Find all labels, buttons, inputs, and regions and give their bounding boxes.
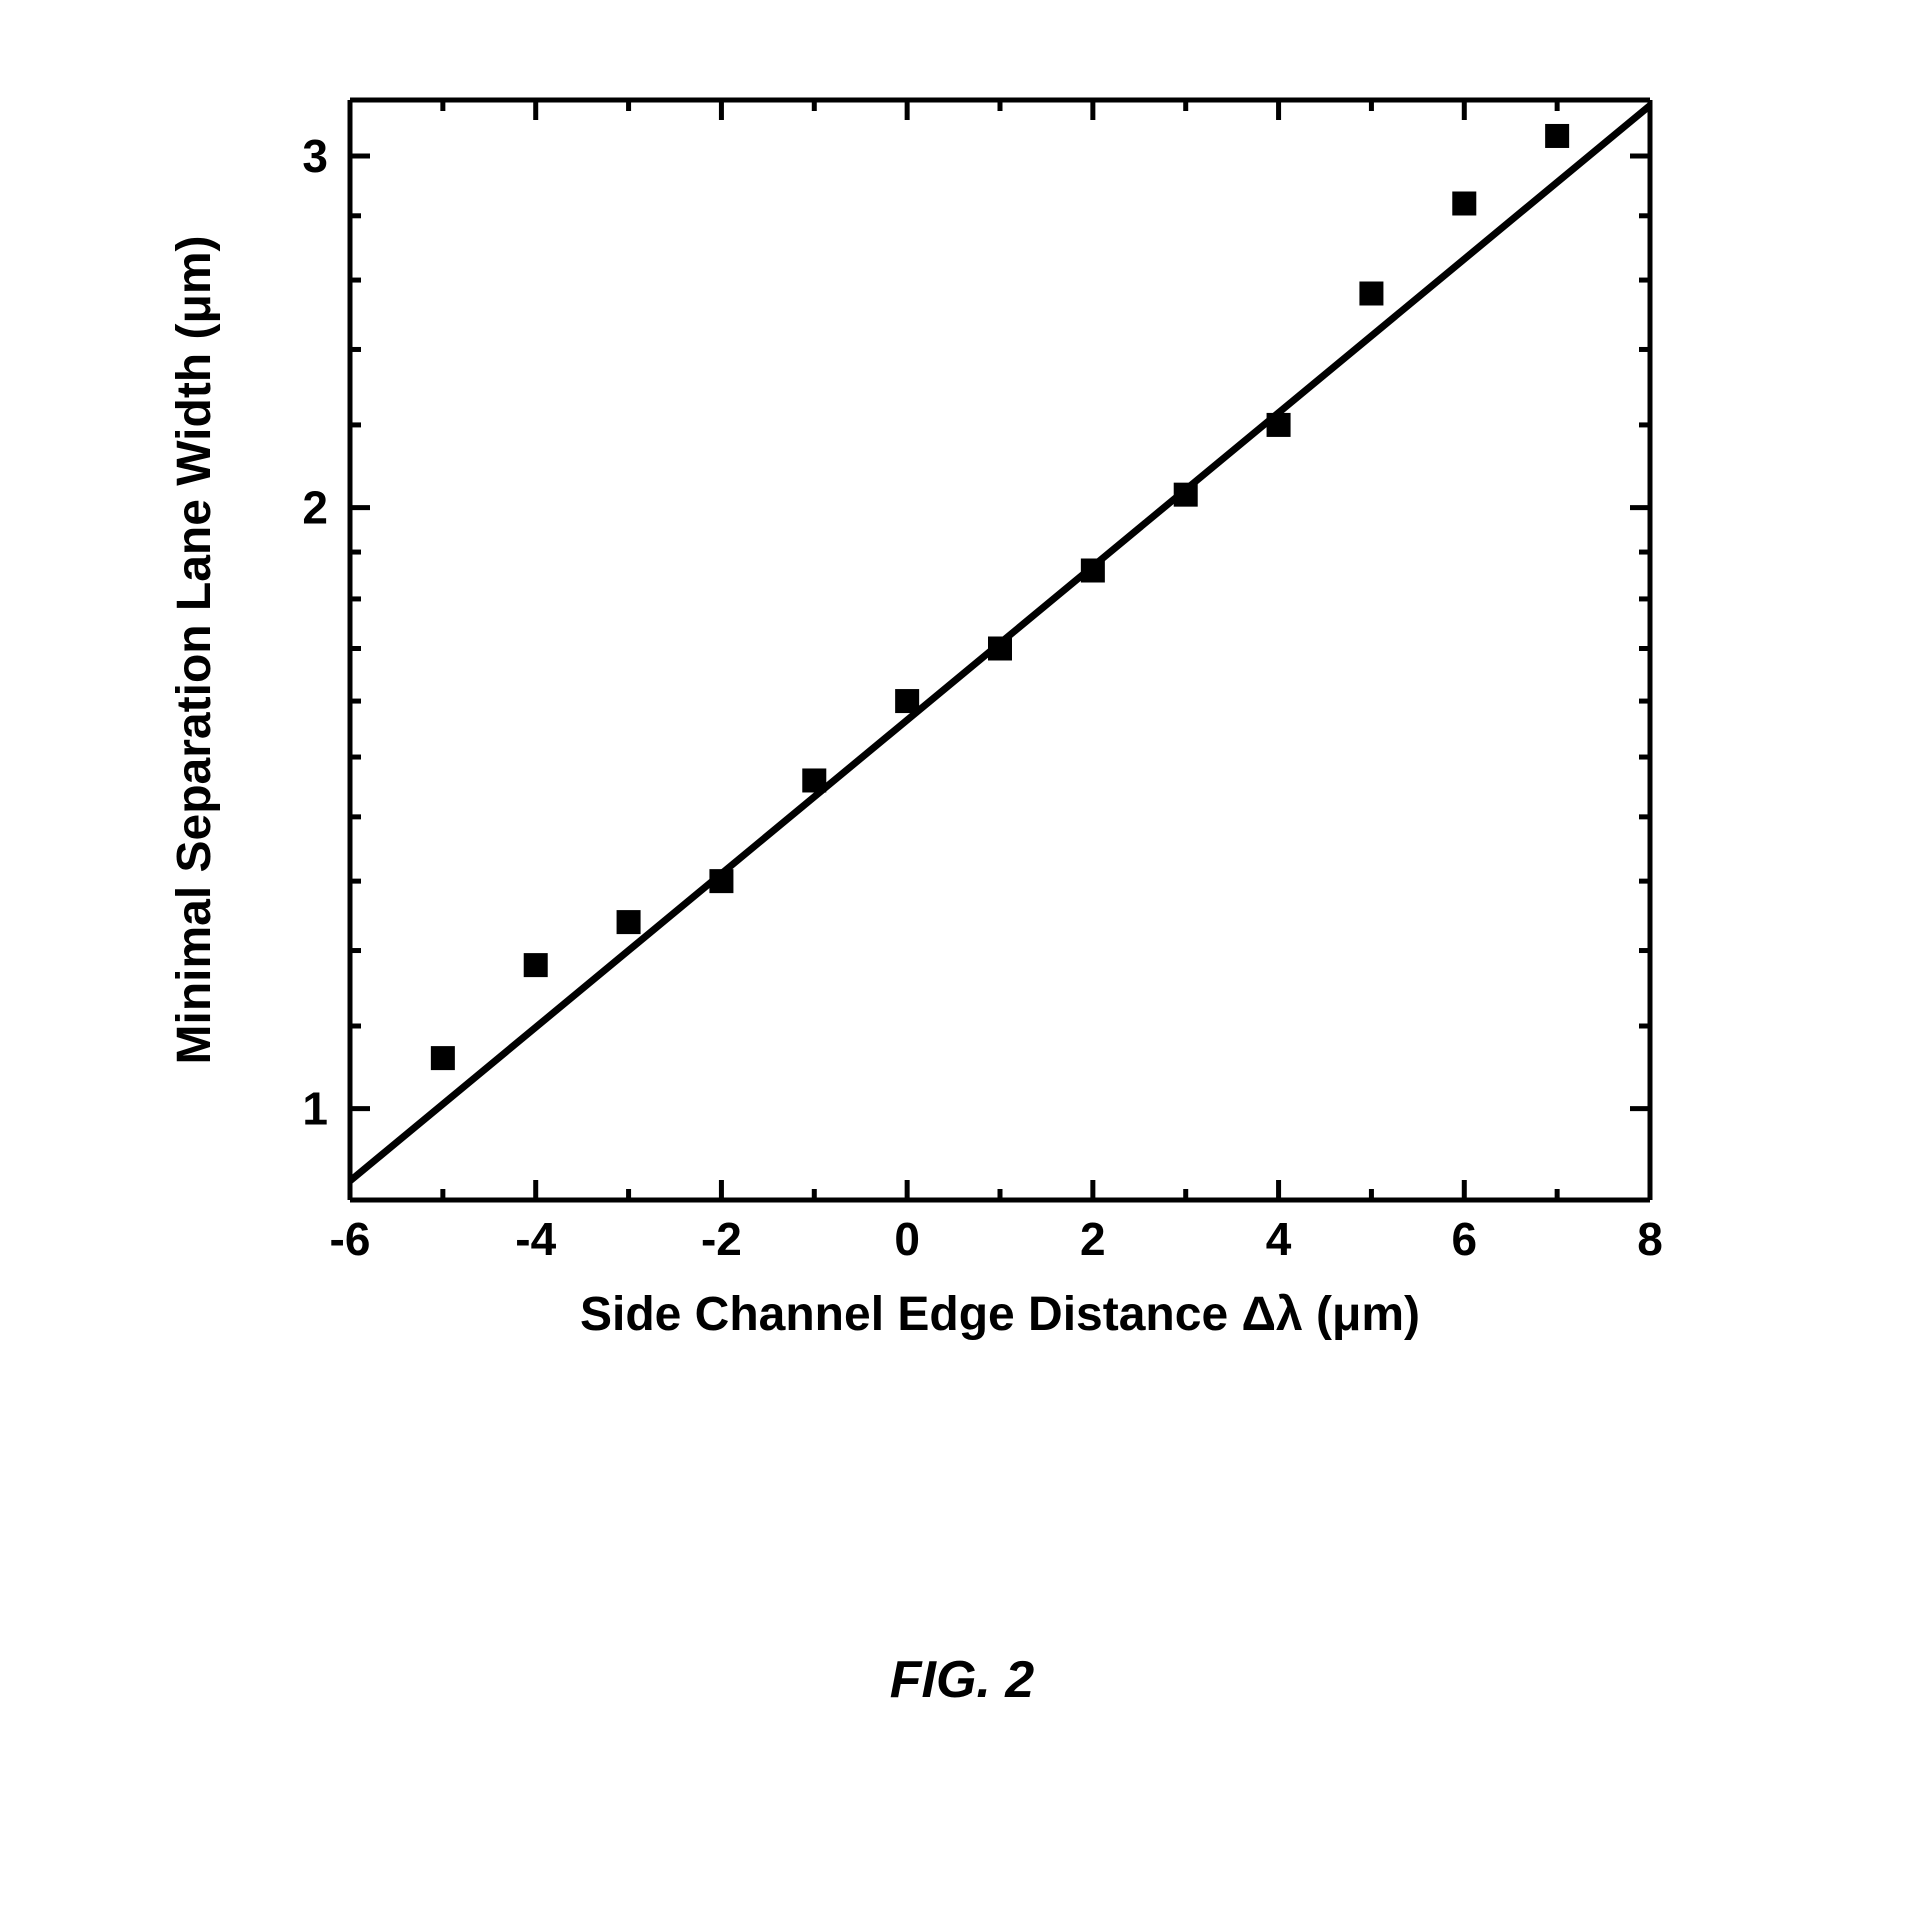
chart-container: -6 -4 -2 0 2 4 6 8 1 2 3 Side Channel Edge Distance…	[140, 80, 1680, 1385]
svg-text:0: 0	[894, 1213, 920, 1265]
data-point	[1545, 124, 1569, 148]
data-point	[524, 953, 548, 977]
svg-text:2: 2	[302, 482, 328, 534]
data-point	[709, 869, 733, 893]
data-point	[895, 689, 919, 713]
svg-text:6: 6	[1451, 1213, 1477, 1265]
y-axis-label: Minimal Separation Lane Width (μm)	[168, 236, 221, 1065]
data-point	[617, 910, 641, 934]
data-point	[1174, 483, 1198, 507]
page: -6 -4 -2 0 2 4 6 8 1 2 3 Side Channel Edge Distance…	[0, 0, 1924, 1929]
x-axis-label: Side Channel Edge Distance Δλ (μm)	[580, 1288, 1420, 1341]
svg-text:-4: -4	[515, 1213, 556, 1265]
figure-caption: FIG. 2	[0, 1650, 1924, 1710]
data-point	[802, 768, 826, 792]
data-point	[1452, 191, 1476, 215]
scatter-chart: -6 -4 -2 0 2 4 6 8 1 2 3 Side Channel Edge Distance…	[140, 80, 1680, 1380]
svg-text:8: 8	[1637, 1213, 1663, 1265]
svg-text:1: 1	[302, 1083, 328, 1135]
svg-text:-2: -2	[701, 1213, 742, 1265]
data-point	[1081, 558, 1105, 582]
svg-text:4: 4	[1266, 1213, 1292, 1265]
svg-text:-6: -6	[330, 1213, 371, 1265]
data-point	[1267, 413, 1291, 437]
svg-text:3: 3	[302, 130, 328, 182]
svg-text:2: 2	[1080, 1213, 1106, 1265]
data-point	[1359, 282, 1383, 306]
data-point	[988, 636, 1012, 660]
data-point	[431, 1046, 455, 1070]
